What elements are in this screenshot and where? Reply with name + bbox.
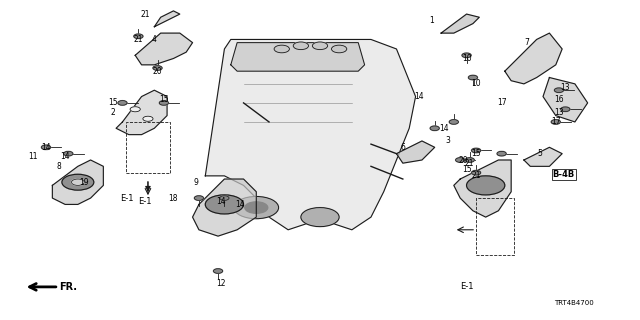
Text: 4: 4 xyxy=(152,35,157,44)
Circle shape xyxy=(134,34,143,39)
Circle shape xyxy=(312,42,328,50)
Text: 16: 16 xyxy=(554,95,564,104)
Text: 7: 7 xyxy=(525,38,529,47)
Text: B-4B: B-4B xyxy=(552,170,575,179)
Text: 17: 17 xyxy=(551,117,561,126)
Circle shape xyxy=(472,171,481,175)
Text: 14: 14 xyxy=(41,143,51,152)
Polygon shape xyxy=(116,90,167,135)
Polygon shape xyxy=(135,33,193,65)
Circle shape xyxy=(214,269,223,273)
Text: 10: 10 xyxy=(461,54,472,63)
Bar xyxy=(476,198,515,255)
Circle shape xyxy=(554,88,564,92)
Circle shape xyxy=(159,100,168,105)
Circle shape xyxy=(274,45,289,53)
Polygon shape xyxy=(543,77,588,122)
Text: 14: 14 xyxy=(60,152,70,161)
Polygon shape xyxy=(396,141,435,163)
Polygon shape xyxy=(505,33,562,84)
Text: E-1: E-1 xyxy=(460,282,474,292)
Circle shape xyxy=(205,195,244,214)
Text: 15: 15 xyxy=(108,99,118,108)
Text: 21: 21 xyxy=(134,35,143,44)
Text: 15: 15 xyxy=(159,95,169,104)
Circle shape xyxy=(130,107,140,112)
Text: E-1: E-1 xyxy=(138,197,152,206)
Text: 3: 3 xyxy=(445,136,450,146)
Circle shape xyxy=(467,176,505,195)
Text: 6: 6 xyxy=(401,143,405,152)
Circle shape xyxy=(153,66,162,70)
Text: 21: 21 xyxy=(472,172,481,180)
Text: FR.: FR. xyxy=(59,282,77,292)
Polygon shape xyxy=(193,179,256,236)
Circle shape xyxy=(72,179,84,185)
Bar xyxy=(125,122,170,173)
Polygon shape xyxy=(205,39,415,230)
Text: 14: 14 xyxy=(414,92,424,101)
Text: 13: 13 xyxy=(554,108,564,117)
Circle shape xyxy=(468,75,477,80)
Polygon shape xyxy=(154,11,180,27)
Circle shape xyxy=(143,116,153,121)
Text: 14: 14 xyxy=(216,197,226,206)
Circle shape xyxy=(497,151,506,156)
Polygon shape xyxy=(441,14,479,33)
Circle shape xyxy=(62,174,94,190)
Circle shape xyxy=(234,196,278,219)
Circle shape xyxy=(551,120,561,124)
Text: 11: 11 xyxy=(29,152,38,161)
Circle shape xyxy=(42,145,51,149)
Text: 5: 5 xyxy=(538,149,542,158)
Circle shape xyxy=(449,120,458,124)
Circle shape xyxy=(561,107,570,112)
Text: 9: 9 xyxy=(193,178,198,187)
Polygon shape xyxy=(231,43,365,71)
Circle shape xyxy=(456,158,465,162)
Text: 19: 19 xyxy=(79,178,89,187)
Circle shape xyxy=(462,53,471,58)
Text: 15: 15 xyxy=(471,149,481,158)
Text: 13: 13 xyxy=(561,83,570,92)
Circle shape xyxy=(293,42,308,50)
Text: TRT4B4700: TRT4B4700 xyxy=(554,300,594,306)
Circle shape xyxy=(430,126,439,131)
Polygon shape xyxy=(524,147,562,166)
Text: 14: 14 xyxy=(236,200,245,209)
Text: 12: 12 xyxy=(216,279,226,288)
Circle shape xyxy=(301,208,339,227)
Text: 10: 10 xyxy=(471,79,481,88)
Text: 1: 1 xyxy=(429,16,434,25)
Text: 8: 8 xyxy=(56,162,61,171)
Circle shape xyxy=(220,196,229,200)
Text: 15: 15 xyxy=(461,165,472,174)
Circle shape xyxy=(465,158,474,162)
Text: E-1: E-1 xyxy=(120,194,134,203)
Text: 17: 17 xyxy=(497,99,506,108)
Circle shape xyxy=(195,196,204,200)
Circle shape xyxy=(332,45,347,53)
Circle shape xyxy=(472,148,481,153)
Circle shape xyxy=(118,100,127,105)
Text: 18: 18 xyxy=(169,194,178,203)
Polygon shape xyxy=(454,160,511,217)
Text: 21: 21 xyxy=(140,10,150,19)
Text: 14: 14 xyxy=(440,124,449,133)
Text: 2: 2 xyxy=(111,108,115,117)
Polygon shape xyxy=(52,160,103,204)
Text: 20: 20 xyxy=(459,156,468,164)
Text: 20: 20 xyxy=(153,67,163,76)
Circle shape xyxy=(64,151,73,156)
Circle shape xyxy=(245,202,268,213)
Text: 21: 21 xyxy=(465,159,474,168)
